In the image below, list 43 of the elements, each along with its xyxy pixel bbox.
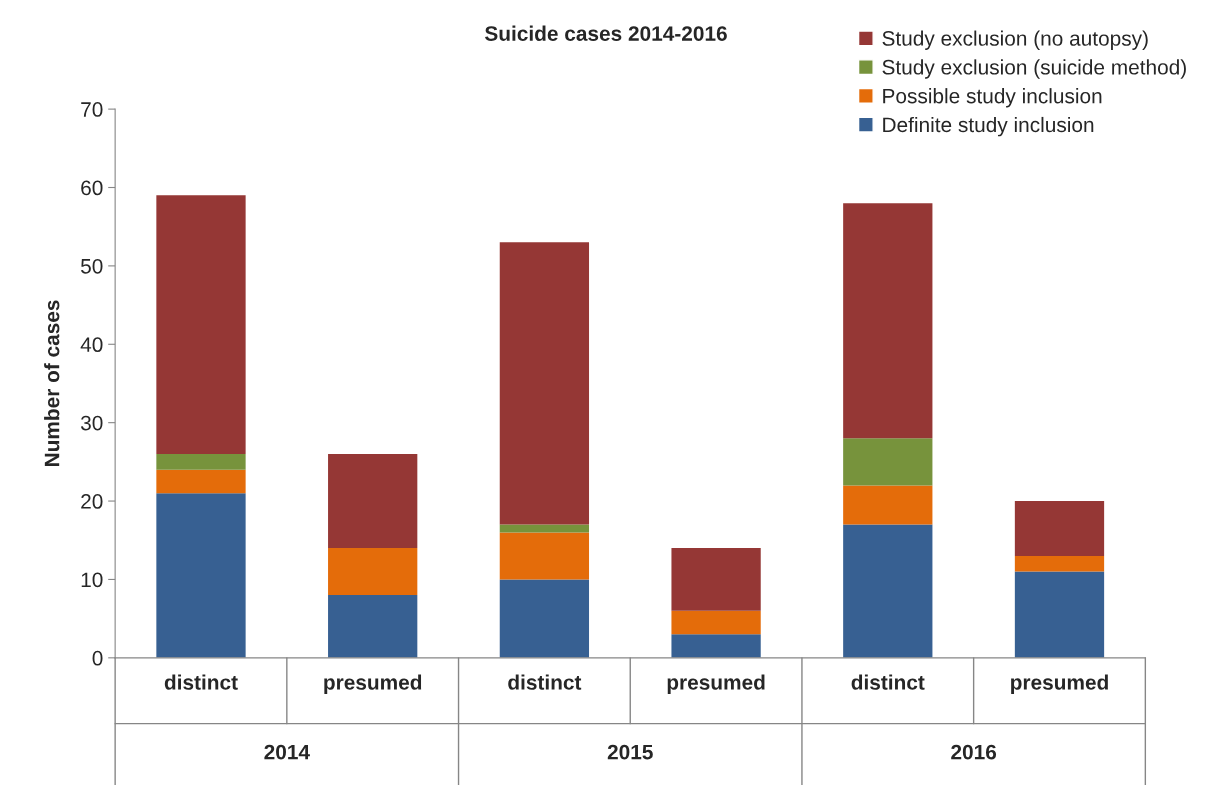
x-tick-label: distinct: [508, 674, 582, 690]
bar: [499, 242, 590, 525]
bar: [843, 438, 933, 486]
bar: [328, 595, 418, 658]
bar: [671, 610, 761, 635]
bar: [328, 454, 418, 549]
y-tick-label: 30: [80, 415, 103, 431]
legend-label: Study exclusion (suicide method): [882, 59, 1186, 79]
bar: [843, 203, 933, 439]
y-axis-title: Number of cases: [44, 300, 60, 467]
text: 2014: [264, 744, 310, 760]
y-tick-label: 70: [81, 102, 103, 117]
bar: [1014, 501, 1105, 556]
y-tick-label: 20: [81, 494, 103, 509]
y-tick-label: 0: [92, 650, 103, 666]
bar: [499, 579, 590, 658]
bar: [1014, 571, 1105, 658]
bar: [156, 469, 246, 494]
bar: [671, 548, 761, 611]
x-tick-label: presumed: [324, 674, 422, 694]
text: 2015: [607, 744, 653, 760]
y-tick-label: 10: [81, 572, 103, 588]
bar: [499, 532, 590, 580]
bar: [156, 454, 246, 470]
bar: [156, 493, 246, 658]
legend-label: Possible study inclusion: [883, 88, 1102, 108]
y-tick-label: 60: [81, 180, 103, 196]
text: 2016: [951, 744, 997, 760]
bar: [843, 485, 933, 525]
y-tick-label: 50: [81, 258, 103, 274]
chart-title: Suicide cases 2014-2016: [484, 25, 727, 41]
x-tick-label: presumed: [667, 674, 765, 694]
bar: [156, 195, 246, 455]
bar: [843, 524, 933, 658]
bar: [671, 634, 761, 658]
x-tick-label: presumed: [1011, 674, 1108, 694]
y-tick-label: 40: [80, 337, 103, 353]
bar: [328, 548, 418, 596]
legend-label: Definite study inclusion: [883, 116, 1094, 137]
x-tick-label: distinct: [851, 674, 925, 690]
bar: [1014, 555, 1105, 572]
legend-label: Study exclusion (no autopsy): [882, 30, 1148, 50]
x-tick-label: distinct: [164, 674, 238, 690]
